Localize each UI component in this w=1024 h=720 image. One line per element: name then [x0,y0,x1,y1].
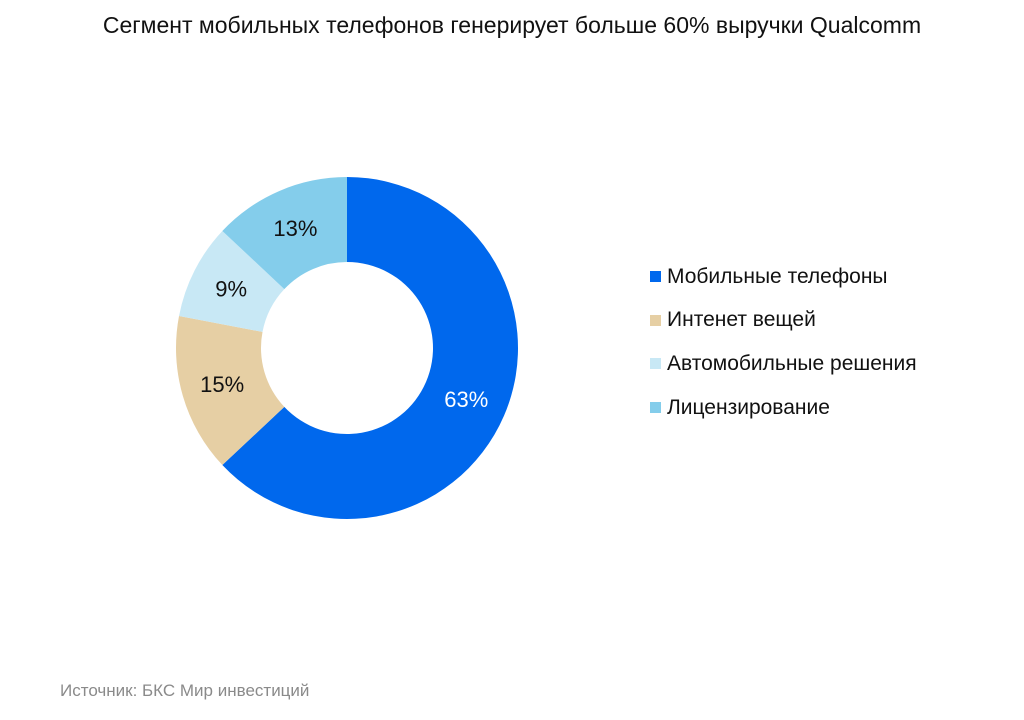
legend-swatch [650,358,661,370]
slice-data-label: 9% [215,276,247,301]
donut-slice [179,230,285,332]
slice-data-label: 63% [444,387,488,412]
legend-item: Интенет вещей [650,306,917,335]
slice-data-label: 15% [200,372,244,397]
legend-label: Интенет вещей [667,308,816,332]
donut-slice [176,315,285,466]
legend-label: Лицензирование [667,395,830,419]
legend-swatch [650,314,661,326]
source-note: Источник: БКС Мир инвестиций [60,681,310,700]
legend-swatch [650,402,661,414]
legend-label: Мобильные телефоны [667,264,888,288]
legend-label: Автомобильные решения [667,351,917,375]
donut-slice [222,177,347,290]
donut-slice [222,177,518,519]
legend-item: Мобильные телефоны [650,262,917,291]
legend-swatch [650,271,661,282]
legend-item: Лицензирование [650,393,917,422]
slice-data-label: 13% [273,216,317,241]
chart-title: Сегмент мобильных телефонов генерирует б… [102,12,922,38]
legend-item: Автомобильные решения [650,349,917,378]
chart-legend: Мобильные телефоны Интенет вещей Автомоб… [650,262,917,437]
